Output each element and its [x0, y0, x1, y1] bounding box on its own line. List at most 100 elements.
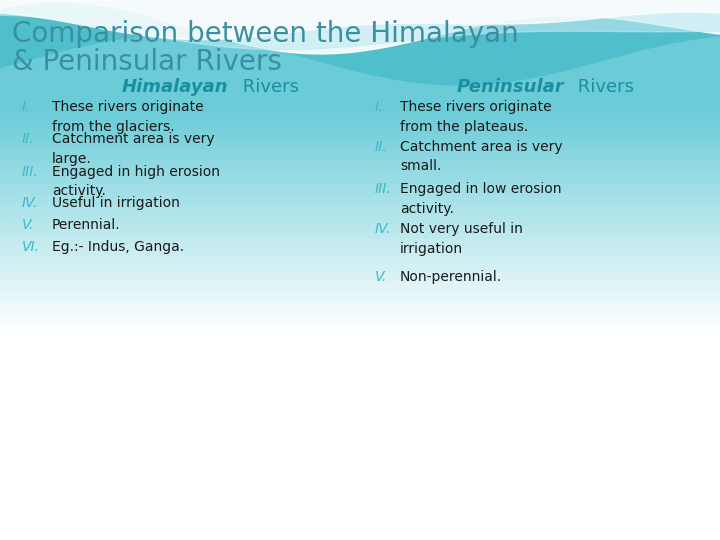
Bar: [0, 308, 720, 310]
Bar: [0, 228, 720, 231]
Bar: [0, 280, 720, 284]
Bar: [0, 220, 720, 222]
Bar: [0, 316, 720, 319]
Text: IV.: IV.: [22, 196, 38, 210]
Polygon shape: [0, 0, 720, 54]
Text: Rivers: Rivers: [237, 78, 299, 96]
Bar: [0, 148, 720, 151]
Text: I.: I.: [22, 100, 30, 114]
Text: III.: III.: [375, 182, 392, 196]
Bar: [0, 121, 720, 124]
Bar: [0, 275, 720, 278]
Bar: [0, 212, 720, 214]
Text: Perennial.: Perennial.: [52, 218, 121, 232]
Text: Comparison between the Himalayan: Comparison between the Himalayan: [12, 20, 518, 48]
Bar: [0, 157, 720, 159]
Text: & Peninsular Rivers: & Peninsular Rivers: [12, 48, 282, 76]
Bar: [0, 132, 720, 135]
Bar: [0, 284, 720, 286]
Bar: [0, 176, 720, 179]
Text: II.: II.: [375, 140, 387, 154]
Polygon shape: [0, 0, 720, 39]
Bar: [0, 171, 720, 173]
Text: II.: II.: [22, 132, 35, 146]
Bar: [0, 245, 720, 247]
Bar: [0, 322, 720, 325]
Bar: [0, 250, 720, 253]
Bar: [0, 129, 720, 132]
Bar: [0, 256, 720, 259]
Bar: [0, 259, 720, 261]
Text: Rivers: Rivers: [572, 78, 634, 96]
Bar: [0, 209, 720, 212]
Bar: [0, 124, 720, 126]
Bar: [0, 206, 720, 209]
Bar: [0, 126, 720, 129]
Bar: [0, 300, 720, 302]
Text: VI.: VI.: [22, 240, 40, 254]
Bar: [0, 286, 720, 289]
Text: Himalayan: Himalayan: [122, 78, 228, 96]
Bar: [0, 116, 720, 118]
Bar: [0, 154, 720, 157]
Bar: [0, 173, 720, 176]
Bar: [0, 305, 720, 308]
Bar: [0, 264, 720, 267]
Bar: [0, 325, 720, 327]
Bar: [0, 247, 720, 250]
Bar: [0, 143, 720, 146]
Bar: [0, 187, 720, 190]
Bar: [0, 192, 720, 195]
Bar: [0, 214, 720, 217]
Bar: [0, 226, 720, 228]
Bar: [0, 168, 720, 171]
Bar: [0, 113, 720, 116]
Text: These rivers originate
from the plateaus.: These rivers originate from the plateaus…: [400, 100, 552, 133]
Bar: [0, 151, 720, 154]
Bar: [0, 0, 720, 110]
Bar: [0, 297, 720, 300]
Text: Non-perennial.: Non-perennial.: [400, 270, 502, 284]
Text: I.: I.: [375, 100, 384, 114]
Bar: [0, 289, 720, 292]
Text: Catchment area is very
large.: Catchment area is very large.: [52, 132, 215, 165]
Bar: [0, 204, 720, 206]
Bar: [0, 181, 720, 184]
Text: Engaged in high erosion
activity.: Engaged in high erosion activity.: [52, 165, 220, 199]
Bar: [0, 195, 720, 198]
Bar: [0, 190, 720, 192]
Text: Peninsular: Peninsular: [456, 78, 564, 96]
Bar: [0, 184, 720, 187]
Bar: [0, 231, 720, 234]
Bar: [0, 110, 720, 113]
Bar: [0, 253, 720, 256]
Bar: [0, 135, 720, 138]
Bar: [0, 310, 720, 314]
Bar: [0, 319, 720, 322]
Bar: [0, 269, 720, 272]
Text: Catchment area is very
small.: Catchment area is very small.: [400, 140, 562, 173]
Bar: [0, 146, 720, 148]
Text: V.: V.: [375, 270, 387, 284]
Bar: [0, 162, 720, 165]
Bar: [0, 294, 720, 297]
Text: Useful in irrigation: Useful in irrigation: [52, 196, 180, 210]
Polygon shape: [0, 0, 720, 50]
Text: Engaged in low erosion
activity.: Engaged in low erosion activity.: [400, 182, 562, 215]
Bar: [0, 261, 720, 264]
Bar: [0, 292, 720, 294]
Bar: [0, 327, 720, 330]
Bar: [0, 138, 720, 140]
Bar: [0, 278, 720, 280]
Text: III.: III.: [22, 165, 39, 179]
Bar: [0, 118, 720, 121]
Bar: [0, 272, 720, 275]
Bar: [0, 198, 720, 201]
Bar: [0, 165, 720, 168]
Bar: [0, 217, 720, 220]
Bar: [0, 140, 720, 143]
Bar: [0, 237, 720, 239]
Polygon shape: [0, 0, 720, 85]
Bar: [0, 179, 720, 181]
Bar: [0, 314, 720, 316]
